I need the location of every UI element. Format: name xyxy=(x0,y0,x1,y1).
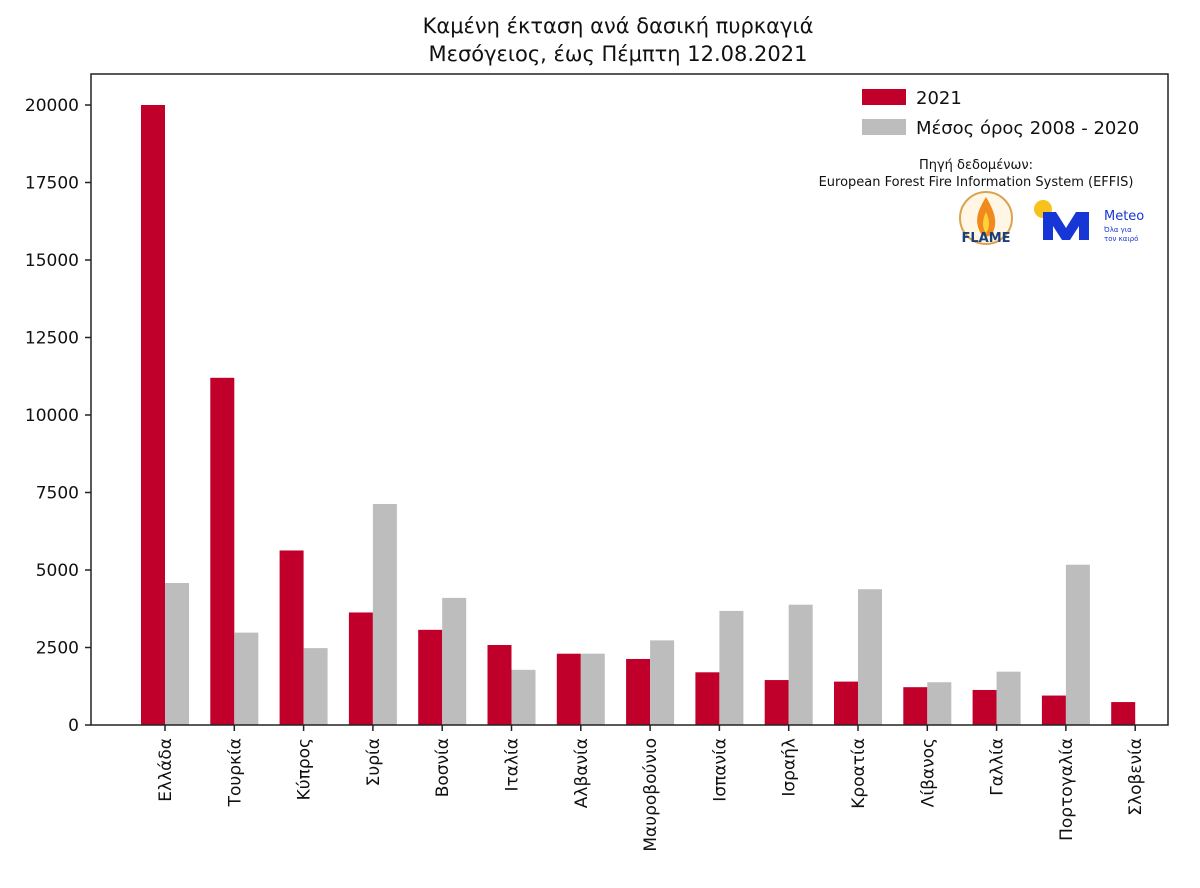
x-tick-label-5: Ιταλία xyxy=(503,738,523,791)
y-tick-label-1: 2500 xyxy=(36,639,79,659)
bar-average-10 xyxy=(858,589,882,725)
y-tick-label-0: 0 xyxy=(68,716,79,736)
y-tick-label-8: 20000 xyxy=(25,96,79,116)
plot-frame xyxy=(90,73,1169,726)
x-tick-label-1: Τουρκία xyxy=(225,738,245,807)
bar-average-6 xyxy=(580,653,605,725)
source-label: Πηγή δεδομένων: xyxy=(919,158,1033,173)
bar-2021-6 xyxy=(556,653,581,725)
legend-label-average: Μέσος όρος 2008 - 2020 xyxy=(916,118,1139,139)
bar-average-4 xyxy=(442,597,467,725)
legend-swatch-2021 xyxy=(862,89,906,105)
legend-label-2021: 2021 xyxy=(916,88,962,109)
meteo-tagline-2: τον καιρό xyxy=(1104,235,1138,243)
source-text: European Forest Fire Information System … xyxy=(819,175,1134,190)
bar-average-13 xyxy=(1065,564,1090,725)
bar-average-8 xyxy=(719,610,744,725)
x-tick-label-2: Κύπρος xyxy=(295,738,315,800)
bar-2021-0 xyxy=(141,105,165,725)
x-tick-label-8: Ισπανία xyxy=(710,738,730,802)
x-tick-label-10: Κροατία xyxy=(849,738,869,809)
bar-2021-9 xyxy=(764,680,789,725)
y-tick-label-4: 10000 xyxy=(25,406,79,426)
y-tick-label-7: 17500 xyxy=(25,174,79,194)
bar-average-9 xyxy=(788,604,813,725)
bar-average-7 xyxy=(650,640,675,725)
bar-2021-1 xyxy=(210,377,235,725)
legend-swatch-average xyxy=(862,119,906,135)
bars-group xyxy=(141,105,1136,725)
bar-average-5 xyxy=(511,669,536,725)
bar-average-0 xyxy=(165,583,189,725)
bar-2021-5 xyxy=(487,645,512,725)
flame-logo-text: FLAME xyxy=(961,231,1010,246)
bar-2021-10 xyxy=(834,681,858,725)
bar-2021-3 xyxy=(348,612,373,725)
bar-average-12 xyxy=(996,671,1021,725)
y-axis-ticks: 0 2500 5000 7500 10000 12500 15000 17500 20000 xyxy=(25,96,91,736)
x-tick-label-13: Πορτογαλία xyxy=(1057,738,1077,841)
x-tick-label-14: Σλοβενία xyxy=(1126,738,1146,816)
meteo-logo-icon: Meteo Όλα για τον καιρό xyxy=(1034,200,1144,243)
chart-title: Καμένη έκταση ανά δασική πυρκαγιά xyxy=(423,14,814,38)
x-tick-label-9: Ισραήλ xyxy=(780,738,800,797)
x-axis-ticks: Ελλάδα Τουρκία Κύπρος Συρία Βοσνία Ιταλία Αλβα… xyxy=(156,725,1146,852)
x-tick-label-11: Λίβανος xyxy=(918,738,938,807)
bar-2021-2 xyxy=(279,550,304,725)
x-tick-label-6: Αλβανία xyxy=(572,738,592,808)
bar-2021-8 xyxy=(695,672,720,725)
bar-2021-12 xyxy=(972,689,997,725)
x-tick-label-4: Βοσνία xyxy=(433,738,453,797)
flame-logo-icon: FLAME xyxy=(959,191,1013,246)
bar-average-11 xyxy=(927,682,952,725)
bar-2021-11 xyxy=(903,687,928,725)
x-tick-label-0: Ελλάδα xyxy=(156,738,176,802)
bar-2021-4 xyxy=(418,629,443,725)
y-tick-label-3: 7500 xyxy=(36,484,79,504)
bar-average-1 xyxy=(234,632,259,725)
bar-2021-14 xyxy=(1111,702,1136,725)
bar-2021-13 xyxy=(1041,695,1066,725)
bar-average-2 xyxy=(303,648,328,725)
x-tick-label-3: Συρία xyxy=(364,738,384,786)
meteo-logo-text: Meteo xyxy=(1104,209,1144,224)
x-tick-label-12: Γαλλία xyxy=(988,738,1008,796)
chart-subtitle: Μεσόγειος, έως Πέμπτη 12.08.2021 xyxy=(429,42,808,66)
x-tick-label-7: Μαυροβούνιο xyxy=(641,738,661,852)
meteo-tagline-1: Όλα για xyxy=(1103,226,1132,234)
y-tick-label-5: 12500 xyxy=(25,329,79,349)
bar-average-3 xyxy=(372,503,397,725)
y-tick-label-6: 15000 xyxy=(25,251,79,271)
y-tick-label-2: 5000 xyxy=(36,561,79,581)
legend: 2021 Μέσος όρος 2008 - 2020 xyxy=(862,88,1139,139)
bar-2021-7 xyxy=(626,658,651,725)
